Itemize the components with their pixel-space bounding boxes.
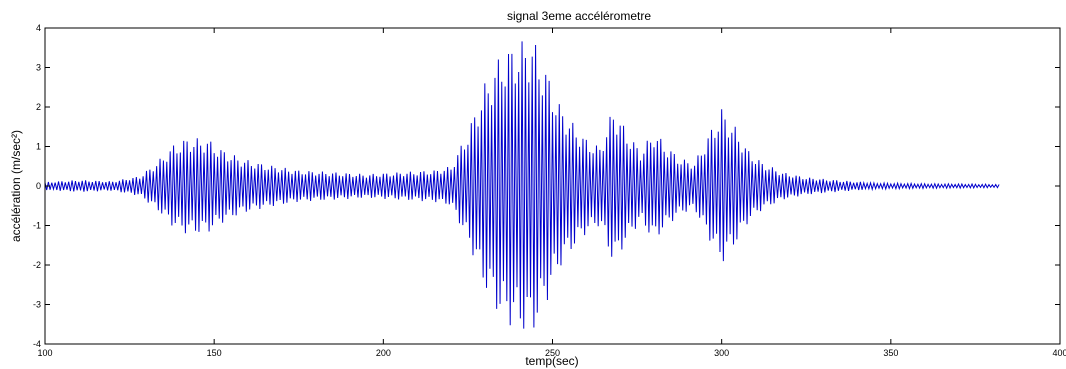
x-tick-label: 200: [376, 348, 391, 358]
y-tick-label: -3: [33, 300, 41, 310]
chart-title: signal 3eme accélérometre: [507, 9, 651, 23]
y-axis: -4 -3 -2 -1 0 1 2 3 4: [33, 23, 1060, 349]
y-tick-label: 0: [36, 181, 41, 191]
y-tick-label: 4: [36, 23, 41, 33]
plot-frame: [44, 27, 1061, 345]
x-axis-label: temp(sec): [525, 354, 578, 368]
x-tick-label: 350: [883, 348, 898, 358]
y-tick-label: 3: [36, 63, 41, 73]
x-tick-label: 250: [545, 348, 560, 358]
x-tick-label: 150: [207, 348, 222, 358]
x-tick-label: 400: [1052, 348, 1066, 358]
y-tick-label: -1: [33, 221, 41, 231]
x-tick-label: 300: [714, 348, 729, 358]
x-tick-label: 100: [37, 348, 52, 358]
signal-series-line: [44, 41, 1000, 329]
y-tick-label: 2: [36, 102, 41, 112]
plot-area: [44, 41, 1000, 329]
x-axis: 100 150 200 250 300 350 400: [37, 28, 1066, 358]
y-tick-label: 1: [36, 142, 41, 152]
y-tick-label: -4: [33, 339, 41, 349]
y-axis-label: accélération (m/sec²): [9, 130, 23, 242]
y-tick-label: -2: [33, 260, 41, 270]
